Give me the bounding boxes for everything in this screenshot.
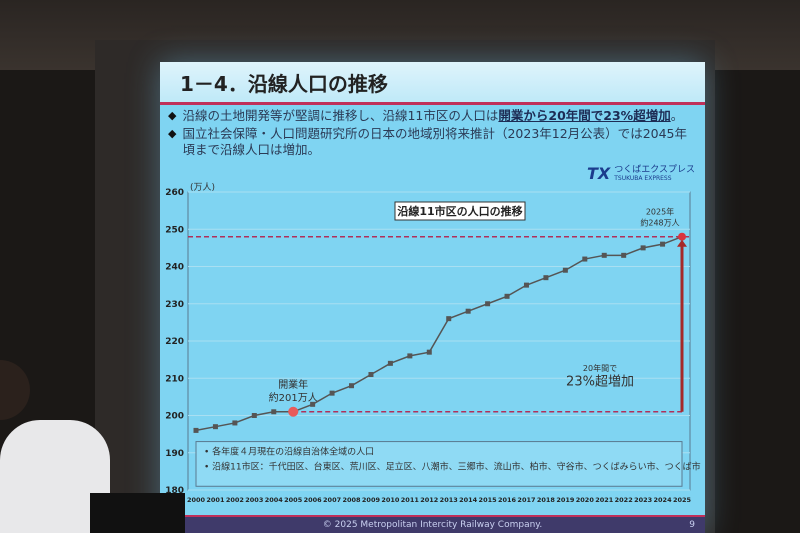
data-point bbox=[543, 275, 549, 281]
diamond-icon: ◆ bbox=[168, 109, 177, 122]
x-tick-label: 2025 bbox=[673, 496, 692, 504]
y-tick-label: 250 bbox=[165, 225, 184, 235]
series-line bbox=[195, 235, 683, 432]
copyright: © 2025 Metropolitan Intercity Railway Co… bbox=[322, 520, 543, 530]
x-tick-label: 2007 bbox=[323, 496, 341, 504]
y-tick-label: 230 bbox=[165, 300, 184, 310]
x-tick-label: 2020 bbox=[576, 496, 595, 504]
title-bar: 1－4．沿線人口の推移 bbox=[160, 62, 705, 105]
data-point bbox=[271, 409, 277, 415]
x-tick-label: 2015 bbox=[479, 496, 498, 504]
chart-title: 沿線11市区の人口の推移 bbox=[397, 204, 522, 218]
slide-title: 1－4．沿線人口の推移 bbox=[180, 72, 388, 96]
data-point bbox=[446, 316, 452, 322]
logo-en: TSUKUBA EXPRESS bbox=[614, 174, 672, 182]
x-tick-label: 2001 bbox=[206, 496, 225, 504]
data-point bbox=[310, 401, 316, 407]
x-tick-label: 2009 bbox=[362, 496, 381, 504]
data-point bbox=[349, 383, 355, 389]
bullet-item: ◆ 沿線の土地開発等が堅調に推移し、沿線11市区の人口は開業から20年間で23%… bbox=[168, 108, 693, 124]
end-marker bbox=[678, 232, 686, 241]
x-tick-label: 2004 bbox=[265, 496, 284, 504]
y-tick-label: 220 bbox=[165, 337, 184, 347]
data-point bbox=[212, 424, 218, 430]
x-tick-label: 2003 bbox=[245, 496, 263, 504]
x-tick-label: 2002 bbox=[226, 496, 244, 504]
bullet-item: ◆ 国立社会保障・人口問題研究所の日本の地域別将来推計（2023年12月公表）で… bbox=[168, 126, 693, 158]
x-tick-label: 2022 bbox=[615, 496, 633, 504]
start-marker bbox=[288, 406, 299, 417]
start-annotation-line2: 約201万人 bbox=[269, 391, 318, 404]
chart-title-box bbox=[394, 201, 526, 221]
bullet-highlight: 開業から20年間で23%超増加 bbox=[498, 108, 671, 123]
x-tick-label: 2008 bbox=[342, 496, 361, 504]
logo-jp: つくばエクスプレス bbox=[614, 164, 695, 175]
slide-footer: © 2025 Metropolitan Intercity Railway Co… bbox=[160, 515, 705, 533]
end-annotation-line2: 約248万人 bbox=[640, 218, 679, 228]
x-tick-label: 2013 bbox=[440, 496, 458, 504]
bullet-text: 沿線の土地開発等が堅調に推移し、沿線11市区の人口は bbox=[182, 108, 499, 123]
x-tick-label: 2000 bbox=[187, 496, 206, 504]
logo-mark: TX bbox=[587, 164, 611, 183]
x-tick-label: 2010 bbox=[381, 496, 400, 504]
notes-box bbox=[195, 441, 683, 487]
y-tick-label: 210 bbox=[165, 374, 184, 384]
data-point bbox=[407, 353, 413, 359]
data-point bbox=[640, 245, 646, 251]
x-tick-label: 2016 bbox=[498, 496, 517, 504]
diamond-icon: ◆ bbox=[168, 127, 177, 140]
page-number: 9 bbox=[689, 520, 695, 530]
data-point bbox=[368, 372, 374, 378]
x-tick-label: 2019 bbox=[556, 496, 575, 504]
x-tick-label: 2018 bbox=[537, 496, 556, 504]
data-point bbox=[504, 293, 510, 299]
y-tick-label: 190 bbox=[165, 449, 184, 459]
x-tick-label: 2014 bbox=[459, 496, 478, 504]
y-tick-label: 260 bbox=[165, 188, 184, 198]
data-point bbox=[426, 349, 432, 355]
x-tick-label: 2021 bbox=[595, 496, 614, 504]
end-annotation-line1: 2025年 bbox=[646, 207, 674, 217]
podium bbox=[90, 493, 185, 533]
tsukuba-express-logo: TX つくばエクスプレス TSUKUBA EXPRESS bbox=[587, 164, 695, 183]
bullet-tail: 。 bbox=[670, 108, 684, 123]
data-point bbox=[193, 427, 199, 433]
bullet-list: ◆ 沿線の土地開発等が堅調に推移し、沿線11市区の人口は開業から20年間で23%… bbox=[168, 108, 693, 160]
x-tick-label: 2005 bbox=[284, 496, 303, 504]
data-point bbox=[621, 252, 627, 258]
start-annotation-line1: 開業年 bbox=[278, 378, 308, 391]
y-tick-label: 200 bbox=[165, 412, 184, 422]
audience-head bbox=[0, 360, 30, 420]
bullet-text: 国立社会保障・人口問題研究所の日本の地域別将来推計（2023年12月公表）では2… bbox=[182, 126, 687, 157]
data-point bbox=[660, 241, 666, 247]
x-tick-label: 2011 bbox=[401, 496, 420, 504]
data-point bbox=[465, 308, 471, 314]
growth-annotation-line1: 20年間で bbox=[583, 363, 617, 373]
y-tick-label: 240 bbox=[165, 263, 184, 273]
data-point bbox=[329, 390, 335, 396]
growth-annotation-line2: 23%超増加 bbox=[566, 375, 634, 390]
note-text: • 各年度４月現在の沿線自治体全域の人口 bbox=[204, 446, 374, 458]
x-tick-label: 2012 bbox=[420, 496, 438, 504]
data-point bbox=[601, 252, 607, 258]
data-point bbox=[485, 301, 491, 307]
y-tick-label: 180 bbox=[165, 486, 184, 496]
y-axis-label: (万人) bbox=[190, 182, 215, 193]
data-point bbox=[251, 413, 257, 418]
arrow-head-icon bbox=[677, 239, 687, 247]
data-point bbox=[387, 360, 393, 366]
x-tick-label: 2024 bbox=[654, 496, 673, 504]
x-tick-label: 2017 bbox=[517, 496, 535, 504]
x-tick-label: 2023 bbox=[634, 496, 652, 504]
note-text: • 沿線11市区：千代田区、台東区、荒川区、足立区、八潮市、三郷市、流山市、柏市… bbox=[204, 461, 701, 473]
x-tick-label: 2006 bbox=[304, 496, 323, 504]
data-point bbox=[523, 282, 529, 288]
data-point bbox=[562, 267, 568, 273]
data-point bbox=[582, 256, 588, 262]
presentation-slide: 1－4．沿線人口の推移 ◆ 沿線の土地開発等が堅調に推移し、沿線11市区の人口は… bbox=[160, 62, 705, 533]
data-point bbox=[232, 420, 238, 426]
